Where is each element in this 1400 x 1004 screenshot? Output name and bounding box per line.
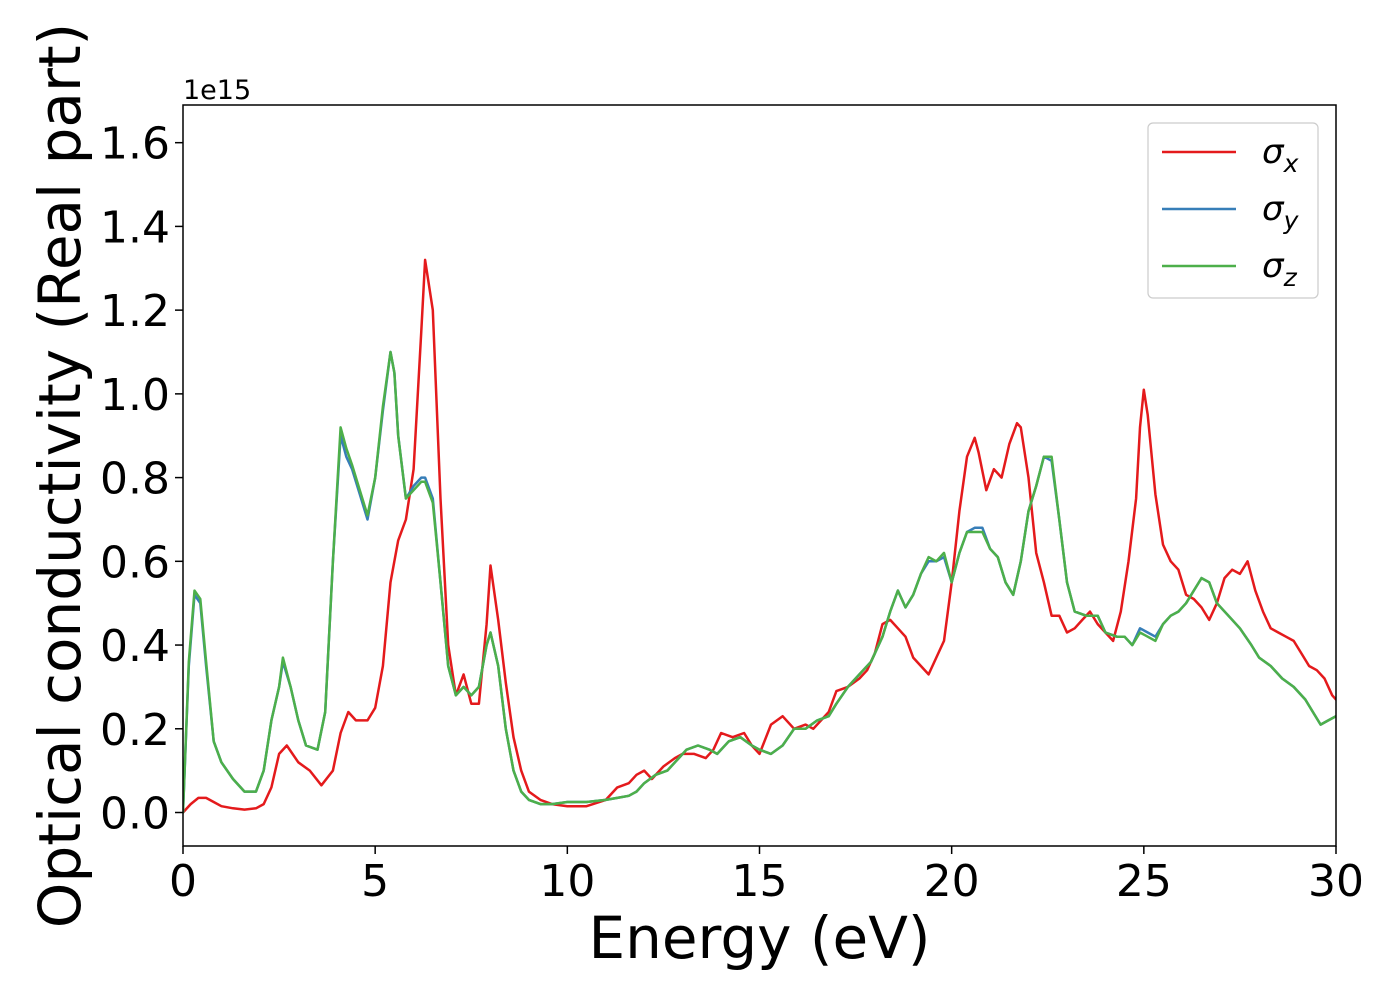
x-tick-label: 0 <box>169 856 197 907</box>
x-tick-label: 10 <box>539 856 595 907</box>
series-line-y <box>183 350 1336 814</box>
legend-label-y: σy <box>1262 189 1300 235</box>
legend-label-base: σ <box>1262 246 1285 286</box>
series-layer <box>183 258 1336 814</box>
series-line-z <box>183 350 1336 814</box>
x-tick-label: 20 <box>924 856 980 907</box>
x-tick-label: 15 <box>732 856 788 907</box>
legend-box <box>1147 122 1319 299</box>
y-tick-label: 1.4 <box>100 202 170 253</box>
series-line-x <box>183 258 1336 814</box>
legend-label-base: σ <box>1262 132 1285 172</box>
y-axis: 0.0 0.2 0.4 0.6 0.8 1.0 1.2 1.4 1.6 <box>100 119 183 840</box>
y-axis-label: Optical conductivity (Real part) <box>26 23 94 928</box>
x-tick-label: 5 <box>361 856 389 907</box>
y-tick-label: 0.2 <box>100 705 170 756</box>
x-axis-label: Energy (eV) <box>588 904 930 972</box>
legend-label-subscript: x <box>1283 149 1299 178</box>
x-axis: 0 5 10 15 20 25 30 <box>169 846 1364 907</box>
x-tick-label: 25 <box>1116 856 1172 907</box>
legend-label-subscript: y <box>1283 206 1300 235</box>
y-tick-label: 1.6 <box>100 119 170 170</box>
legend-label-x: σx <box>1262 132 1299 178</box>
legend-label-subscript: z <box>1283 263 1298 292</box>
y-offset-text: 1e15 <box>183 75 251 106</box>
y-tick-label: 1.2 <box>100 286 170 337</box>
y-tick-label: 0.6 <box>100 537 170 588</box>
y-tick-label: 0.4 <box>100 621 170 672</box>
y-tick-label: 1.0 <box>100 370 170 421</box>
y-tick-label: 0.8 <box>100 454 170 505</box>
y-tick-label: 0.0 <box>100 789 170 840</box>
legend-label-z: σz <box>1262 246 1298 292</box>
legend-label-base: σ <box>1262 189 1285 229</box>
x-tick-label: 30 <box>1308 856 1364 907</box>
